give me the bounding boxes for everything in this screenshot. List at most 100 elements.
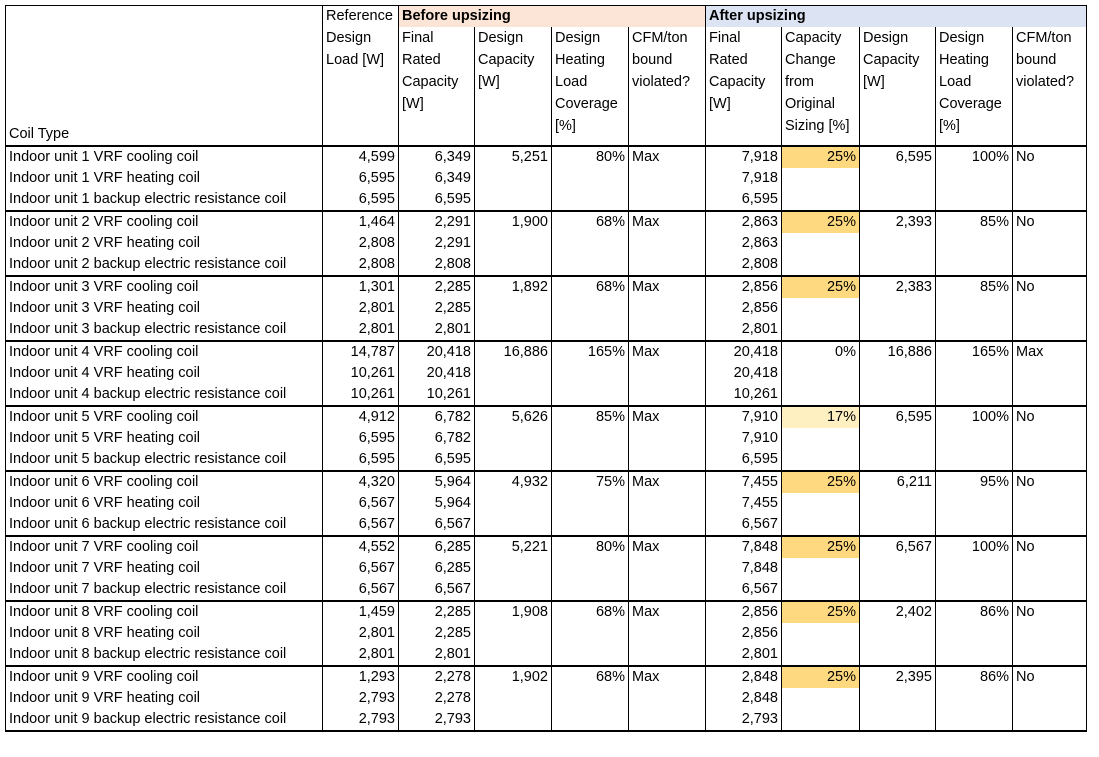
after-cfm-ton-cell: [1012, 298, 1087, 319]
after-heating-load-coverage-cell: 86%: [935, 665, 1013, 688]
after-cfm-ton-cell: [1012, 449, 1087, 472]
after-heating-load-coverage-cell: 100%: [935, 535, 1013, 558]
before-design-capacity-header: Design Capacity [W]: [474, 27, 552, 147]
before-heating-load-coverage-cell: 75%: [551, 470, 629, 493]
after-design-capacity-cell: [859, 514, 936, 537]
after-final-rated-capacity-cell: 2,801: [705, 644, 782, 667]
table-row: Indoor unit 2 VRF cooling coil 1,464 2,291…: [5, 210, 1087, 233]
after-design-capacity-cell: [859, 644, 936, 667]
coil-type-header: Coil Type: [5, 5, 323, 146]
table-row: Indoor unit 8 VRF cooling coil 1,459 2,285…: [5, 600, 1087, 623]
coil-type-cell: Indoor unit 3 VRF heating coil: [5, 298, 323, 319]
coil-type-cell: Indoor unit 8 VRF cooling coil: [5, 600, 323, 623]
table-row: Indoor unit 2 backup electric resistance…: [5, 254, 1087, 277]
reference-design-load-cell: 1,301: [322, 275, 399, 298]
table-row: Indoor unit 5 backup electric resistance…: [5, 449, 1087, 472]
after-final-rated-capacity-cell: 20,418: [705, 340, 782, 363]
after-cfm-ton-cell: No: [1012, 275, 1087, 298]
coil-type-cell: Indoor unit 3 backup electric resistance…: [5, 319, 323, 342]
reference-design-load-cell: 4,320: [322, 470, 399, 493]
after-cfm-ton-cell: No: [1012, 600, 1087, 623]
before-design-capacity-cell: 1,900: [474, 210, 552, 233]
before-final-rated-capacity-cell: 2,285: [398, 600, 475, 623]
reference-design-load-cell: 14,787: [322, 340, 399, 363]
after-cfm-ton-cell: [1012, 623, 1087, 644]
table-row: Indoor unit 1 VRF cooling coil 4,599 6,349…: [5, 145, 1087, 168]
after-heating-load-coverage-cell: [935, 298, 1013, 319]
before-final-rated-capacity-cell: 6,285: [398, 558, 475, 579]
before-cfm-ton-cell: [628, 428, 706, 449]
coil-type-cell: Indoor unit 1 VRF heating coil: [5, 168, 323, 189]
after-final-rated-capacity-cell: 2,801: [705, 319, 782, 342]
after-cfm-ton-cell: No: [1012, 470, 1087, 493]
coil-sizing-table: Coil Type Reference Before upsizing Afte…: [5, 5, 1087, 732]
after-design-capacity-cell: 6,595: [859, 145, 936, 168]
table-row: Indoor unit 7 VRF cooling coil 4,552 6,285…: [5, 535, 1087, 558]
before-final-rated-capacity-cell: 6,567: [398, 579, 475, 602]
after-cfm-ton-cell: No: [1012, 210, 1087, 233]
after-design-capacity-cell: [859, 189, 936, 212]
after-heating-load-coverage-cell: 100%: [935, 145, 1013, 168]
after-final-rated-capacity-header: Final Rated Capacity [W]: [705, 27, 782, 147]
after-capacity-change-cell: 25%: [781, 210, 860, 233]
before-cfm-ton-cell: [628, 623, 706, 644]
before-heating-load-coverage-cell: 80%: [551, 535, 629, 558]
before-design-capacity-cell: [474, 688, 552, 709]
before-heating-load-coverage-cell: [551, 319, 629, 342]
after-final-rated-capacity-cell: 7,918: [705, 168, 782, 189]
after-capacity-change-cell: [781, 189, 860, 212]
before-cfm-ton-cell: [628, 319, 706, 342]
before-heating-load-coverage-cell: 68%: [551, 665, 629, 688]
coil-type-cell: Indoor unit 5 VRF heating coil: [5, 428, 323, 449]
after-final-rated-capacity-cell: 7,918: [705, 145, 782, 168]
before-cfm-ton-cell: Max: [628, 210, 706, 233]
after-design-capacity-cell: [859, 558, 936, 579]
before-design-capacity-cell: [474, 384, 552, 407]
before-heating-load-coverage-cell: 80%: [551, 145, 629, 168]
before-cfm-ton-cell: [628, 493, 706, 514]
reference-design-load-cell: 2,801: [322, 623, 399, 644]
coil-type-cell: Indoor unit 2 VRF cooling coil: [5, 210, 323, 233]
coil-type-cell: Indoor unit 7 VRF cooling coil: [5, 535, 323, 558]
coil-type-cell: Indoor unit 6 backup electric resistance…: [5, 514, 323, 537]
after-heating-load-coverage-cell: 85%: [935, 275, 1013, 298]
reference-design-load-cell: 2,808: [322, 233, 399, 254]
after-cfm-ton-cell: [1012, 579, 1087, 602]
after-heating-load-coverage-cell: [935, 514, 1013, 537]
before-final-rated-capacity-cell: 2,808: [398, 254, 475, 277]
before-final-rated-capacity-cell: 2,291: [398, 233, 475, 254]
coil-type-cell: Indoor unit 1 VRF cooling coil: [5, 145, 323, 168]
after-cfm-ton-cell: No: [1012, 145, 1087, 168]
after-heating-load-coverage-cell: [935, 709, 1013, 732]
before-final-rated-capacity-cell: 2,285: [398, 298, 475, 319]
after-capacity-change-cell: [781, 168, 860, 189]
table-row: Indoor unit 3 backup electric resistance…: [5, 319, 1087, 342]
table-row: Indoor unit 8 backup electric resistance…: [5, 644, 1087, 667]
reference-header-top: Reference: [322, 5, 399, 27]
before-final-rated-capacity-cell: 2,285: [398, 275, 475, 298]
before-final-rated-capacity-cell: 5,964: [398, 493, 475, 514]
after-final-rated-capacity-cell: 7,848: [705, 558, 782, 579]
after-heating-load-coverage-cell: [935, 189, 1013, 212]
after-design-capacity-cell: [859, 319, 936, 342]
after-final-rated-capacity-cell: 2,863: [705, 210, 782, 233]
after-heating-load-coverage-cell: 95%: [935, 470, 1013, 493]
after-cfm-ton-cell: No: [1012, 665, 1087, 688]
coil-type-cell: Indoor unit 8 backup electric resistance…: [5, 644, 323, 667]
before-cfm-ton-cell: [628, 644, 706, 667]
before-heating-load-coverage-cell: [551, 428, 629, 449]
before-design-capacity-cell: [474, 319, 552, 342]
after-cfm-ton-cell: No: [1012, 535, 1087, 558]
after-heating-load-coverage-cell: [935, 384, 1013, 407]
after-cfm-ton-cell: No: [1012, 405, 1087, 428]
after-final-rated-capacity-cell: 20,418: [705, 363, 782, 384]
before-design-capacity-cell: [474, 233, 552, 254]
before-heating-load-coverage-cell: [551, 168, 629, 189]
after-capacity-change-cell: [781, 709, 860, 732]
after-capacity-change-cell: [781, 514, 860, 537]
after-final-rated-capacity-cell: 2,856: [705, 600, 782, 623]
before-final-rated-capacity-cell: 6,782: [398, 428, 475, 449]
before-cfm-ton-cell: [628, 514, 706, 537]
reference-design-load-cell: 4,912: [322, 405, 399, 428]
before-final-rated-capacity-cell: 20,418: [398, 363, 475, 384]
